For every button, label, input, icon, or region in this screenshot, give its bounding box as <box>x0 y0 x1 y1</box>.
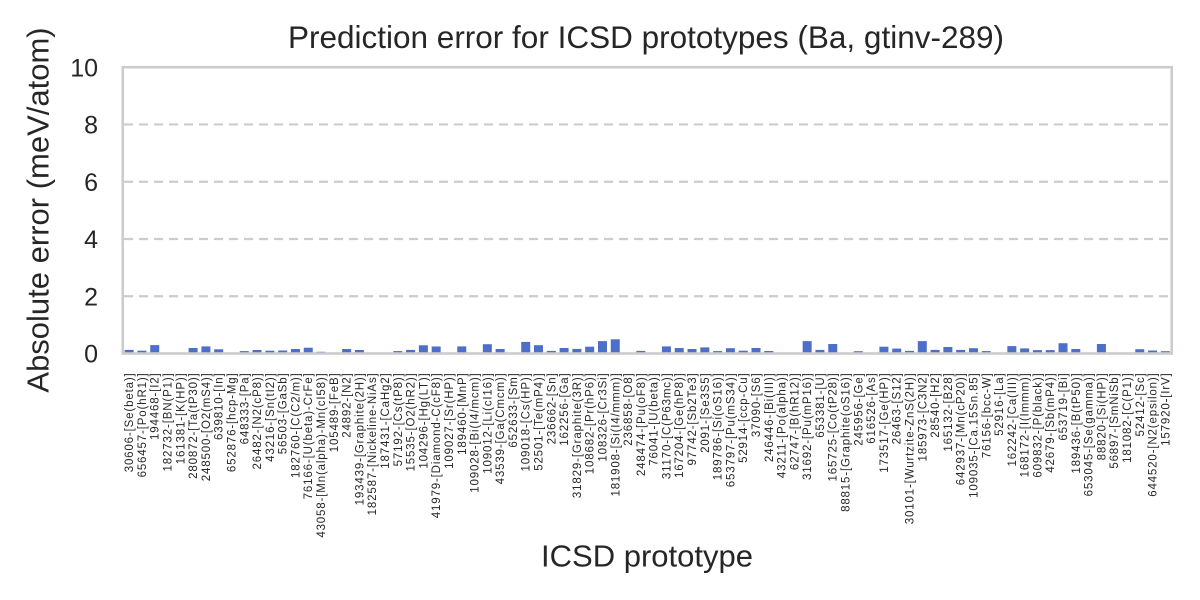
svg-text:76041-[U(beta)]: 76041-[U(beta)] <box>649 372 661 465</box>
svg-text:43539-[Ga(Cmcm)]: 43539-[Ga(Cmcm)] <box>495 372 507 484</box>
svg-text:248474-[Pu(oF8)]: 248474-[Pu(oF8)] <box>636 372 648 476</box>
svg-text:609832-[P(black)]: 609832-[P(black)] <box>1032 372 1044 477</box>
svg-text:185973-[C3N2]: 185973-[C3N2] <box>917 372 929 461</box>
svg-text:181908-[Si(I4/mmm)]: 181908-[Si(I4/mmm)] <box>610 372 622 496</box>
svg-text:652876-[hcp-Mg]: 652876-[hcp-Mg] <box>226 372 238 472</box>
svg-text:653381-[U]: 653381-[U] <box>815 372 827 437</box>
svg-text:162256-[Ga]: 162256-[Ga] <box>559 372 571 445</box>
svg-text:248500-[O2(mS4)]: 248500-[O2(mS4)] <box>201 372 213 481</box>
svg-text:4: 4 <box>84 226 98 254</box>
svg-text:109027-[Sr(HP)]: 109027-[Sr(HP)] <box>444 372 456 468</box>
svg-text:109028-[Bi(I4/mcm)]: 109028-[Bi(I4/mcm)] <box>470 372 482 492</box>
svg-text:157920-[IrV]: 157920-[IrV] <box>1160 372 1172 446</box>
svg-text:97742-[Sb2Te3]: 97742-[Sb2Te3] <box>687 372 699 465</box>
svg-text:76166-[U(beta)-CrFe]: 76166-[U(beta)-CrFe] <box>303 372 315 499</box>
svg-text:653045-[Se(gamma)]: 653045-[Se(gamma)] <box>1084 372 1096 496</box>
svg-text:52916-[La]: 52916-[La] <box>994 372 1006 436</box>
svg-text:644520-[N2(epsilon)]: 644520-[N2(epsilon)] <box>1148 372 1160 496</box>
svg-text:165132-[B28]: 165132-[B28] <box>943 372 955 451</box>
svg-text:56503-[GaSb]: 56503-[GaSb] <box>278 372 290 454</box>
svg-text:187431-[CaHg2]: 187431-[CaHg2] <box>380 372 392 468</box>
svg-text:52412-[Sc]: 52412-[Sc] <box>1135 372 1147 436</box>
svg-text:173517-[Ge(HP)]: 173517-[Ge(HP)] <box>879 372 891 472</box>
svg-text:62747-[B(hR12)]: 62747-[B(hR12)] <box>789 372 801 470</box>
svg-text:182732-[BN(P1)]: 182732-[BN(P1)] <box>163 372 175 471</box>
svg-text:236662-[Sn]: 236662-[Sn] <box>546 372 558 444</box>
svg-text:43058-[Mn(alpha)-Mn(cI58)]: 43058-[Mn(alpha)-Mn(cI58)] <box>316 372 328 537</box>
svg-text:43211-[Po(alpha)]: 43211-[Po(alpha)] <box>777 372 789 478</box>
svg-text:246446-[Bi(III)]: 246446-[Bi(III)] <box>764 372 776 462</box>
svg-text:43216-[Sn(tI2)]: 43216-[Sn(tI2)] <box>265 372 277 461</box>
svg-text:ICSD prototype: ICSD prototype <box>541 539 753 574</box>
svg-text:88815-[Graphite(oS16)]: 88815-[Graphite(oS16)] <box>841 372 853 512</box>
svg-text:656457-[Po(hR1)]: 656457-[Po(hR1)] <box>137 372 149 477</box>
svg-text:182760-[C(C2/m)]: 182760-[C(C2/m)] <box>290 372 302 478</box>
svg-text:26463-[S12]: 26463-[S12] <box>892 372 904 444</box>
svg-text:165725-[Co(tP28)]: 165725-[Co(tP28)] <box>828 372 840 481</box>
svg-text:30101-[Wurtzite-ZnS(2H)]: 30101-[Wurtzite-ZnS(2H)] <box>905 372 917 524</box>
svg-text:41979-[Diamond-C(cF8)]: 41979-[Diamond-C(cF8)] <box>431 372 443 518</box>
svg-text:37090-[S6]: 37090-[S6] <box>751 372 763 437</box>
svg-text:57192-[Cs(tP8)]: 57192-[Cs(tP8)] <box>393 372 405 466</box>
svg-text:236858-[O8]: 236858-[O8] <box>623 372 635 445</box>
svg-text:182587-[Nickeline-NiAs]: 182587-[Nickeline-NiAs] <box>367 372 379 515</box>
svg-text:162242-[Ca(III)]: 162242-[Ca(III)] <box>1007 372 1019 466</box>
svg-text:31829-[Graphite(3R)]: 31829-[Graphite(3R)] <box>572 372 584 498</box>
svg-text:181082-[C(P1)]: 181082-[C(P1)] <box>1122 372 1134 463</box>
svg-text:109018-[Cs(HP)]: 109018-[Cs(HP)] <box>521 372 533 471</box>
svg-text:109012-[Li(cI16)]: 109012-[Li(cI16)] <box>482 372 494 473</box>
svg-text:189460-[MnP]: 189460-[MnP] <box>457 372 469 454</box>
svg-text:Prediction error for ICSD prot: Prediction error for ICSD prototypes (Ba… <box>288 19 1004 55</box>
svg-text:76156-[bcc-W]: 76156-[bcc-W] <box>981 372 993 458</box>
svg-text:104296-[Hg(LT)]: 104296-[Hg(LT)] <box>418 372 430 468</box>
svg-text:10: 10 <box>70 54 98 82</box>
svg-text:0: 0 <box>84 341 98 369</box>
svg-text:189786-[Si(oS16)]: 189786-[Si(oS16)] <box>713 372 725 480</box>
svg-text:653719-[Bi]: 653719-[Bi] <box>1058 372 1070 440</box>
svg-text:42679-[Sb(mP4)]: 42679-[Sb(mP4)] <box>1045 372 1057 472</box>
svg-text:167204-[Ge(hP8)]: 167204-[Ge(hP8)] <box>674 372 686 478</box>
svg-text:642937-[Mn(cP20)]: 642937-[Mn(cP20)] <box>956 372 968 485</box>
svg-text:28540-[H2]: 28540-[H2] <box>930 372 942 437</box>
svg-text:193439-[Graphite(2H)]: 193439-[Graphite(2H)] <box>354 372 366 505</box>
svg-text:30606-[Se(beta)]: 30606-[Se(beta)] <box>124 372 136 472</box>
svg-text:24892-[N2]: 24892-[N2] <box>342 372 354 437</box>
svg-text:194468-[I2]: 194468-[I2] <box>150 372 162 440</box>
svg-text:2091-[Se3S5]: 2091-[Se3S5] <box>700 372 712 453</box>
svg-text:52501-[Te(mP4)]: 52501-[Te(mP4)] <box>534 372 546 470</box>
svg-text:108326-[Cr3Si]: 108326-[Cr3Si] <box>597 372 609 461</box>
svg-text:88820-[Si(HP)]: 88820-[Si(HP)] <box>1096 372 1108 460</box>
svg-text:245956-[Ge]: 245956-[Ge] <box>853 372 865 445</box>
svg-text:105489-[FeB]: 105489-[FeB] <box>329 372 341 452</box>
svg-text:56897-[SmNiSb]: 56897-[SmNiSb] <box>1109 372 1121 468</box>
svg-text:31692-[Pu(mP16)]: 31692-[Pu(mP16)] <box>802 372 814 480</box>
svg-text:648333-[Pa]: 648333-[Pa] <box>239 372 251 444</box>
svg-text:161381-[K(HP)]: 161381-[K(HP)] <box>175 372 187 464</box>
svg-text:189436-[B(tP50)]: 189436-[B(tP50)] <box>1071 372 1083 473</box>
svg-text:652633-[Sm]: 652633-[Sm] <box>508 372 520 447</box>
svg-text:8: 8 <box>84 112 98 140</box>
svg-text:108682-[Pr(hP6)]: 108682-[Pr(hP6)] <box>585 372 597 474</box>
svg-text:653797-[Pu(mS34)]: 653797-[Pu(mS34)] <box>725 372 737 487</box>
svg-text:109035-[Ca.15Sn.85]: 109035-[Ca.15Sn.85] <box>968 372 980 497</box>
svg-text:168172-[I(Immm)]: 168172-[I(Immm)] <box>1020 372 1032 477</box>
svg-text:15535-[O2(hR2)]: 15535-[O2(hR2)] <box>406 372 418 471</box>
svg-text:639810-[In]: 639810-[In] <box>214 372 226 440</box>
svg-text:616526-[As]: 616526-[As] <box>866 372 878 443</box>
svg-text:Absolute error (meV/atom): Absolute error (meV/atom) <box>21 27 56 392</box>
svg-text:52914-[ccp-Cu]: 52914-[ccp-Cu] <box>738 372 750 463</box>
svg-text:280872-[Ta(tP30)]: 280872-[Ta(tP30)] <box>188 372 200 479</box>
svg-text:2: 2 <box>84 283 98 311</box>
svg-text:26482-[N2(cP8)]: 26482-[N2(cP8)] <box>252 372 264 469</box>
svg-text:31170-[C(P63mc)]: 31170-[C(P63mc)] <box>661 372 673 479</box>
svg-text:6: 6 <box>84 169 98 197</box>
